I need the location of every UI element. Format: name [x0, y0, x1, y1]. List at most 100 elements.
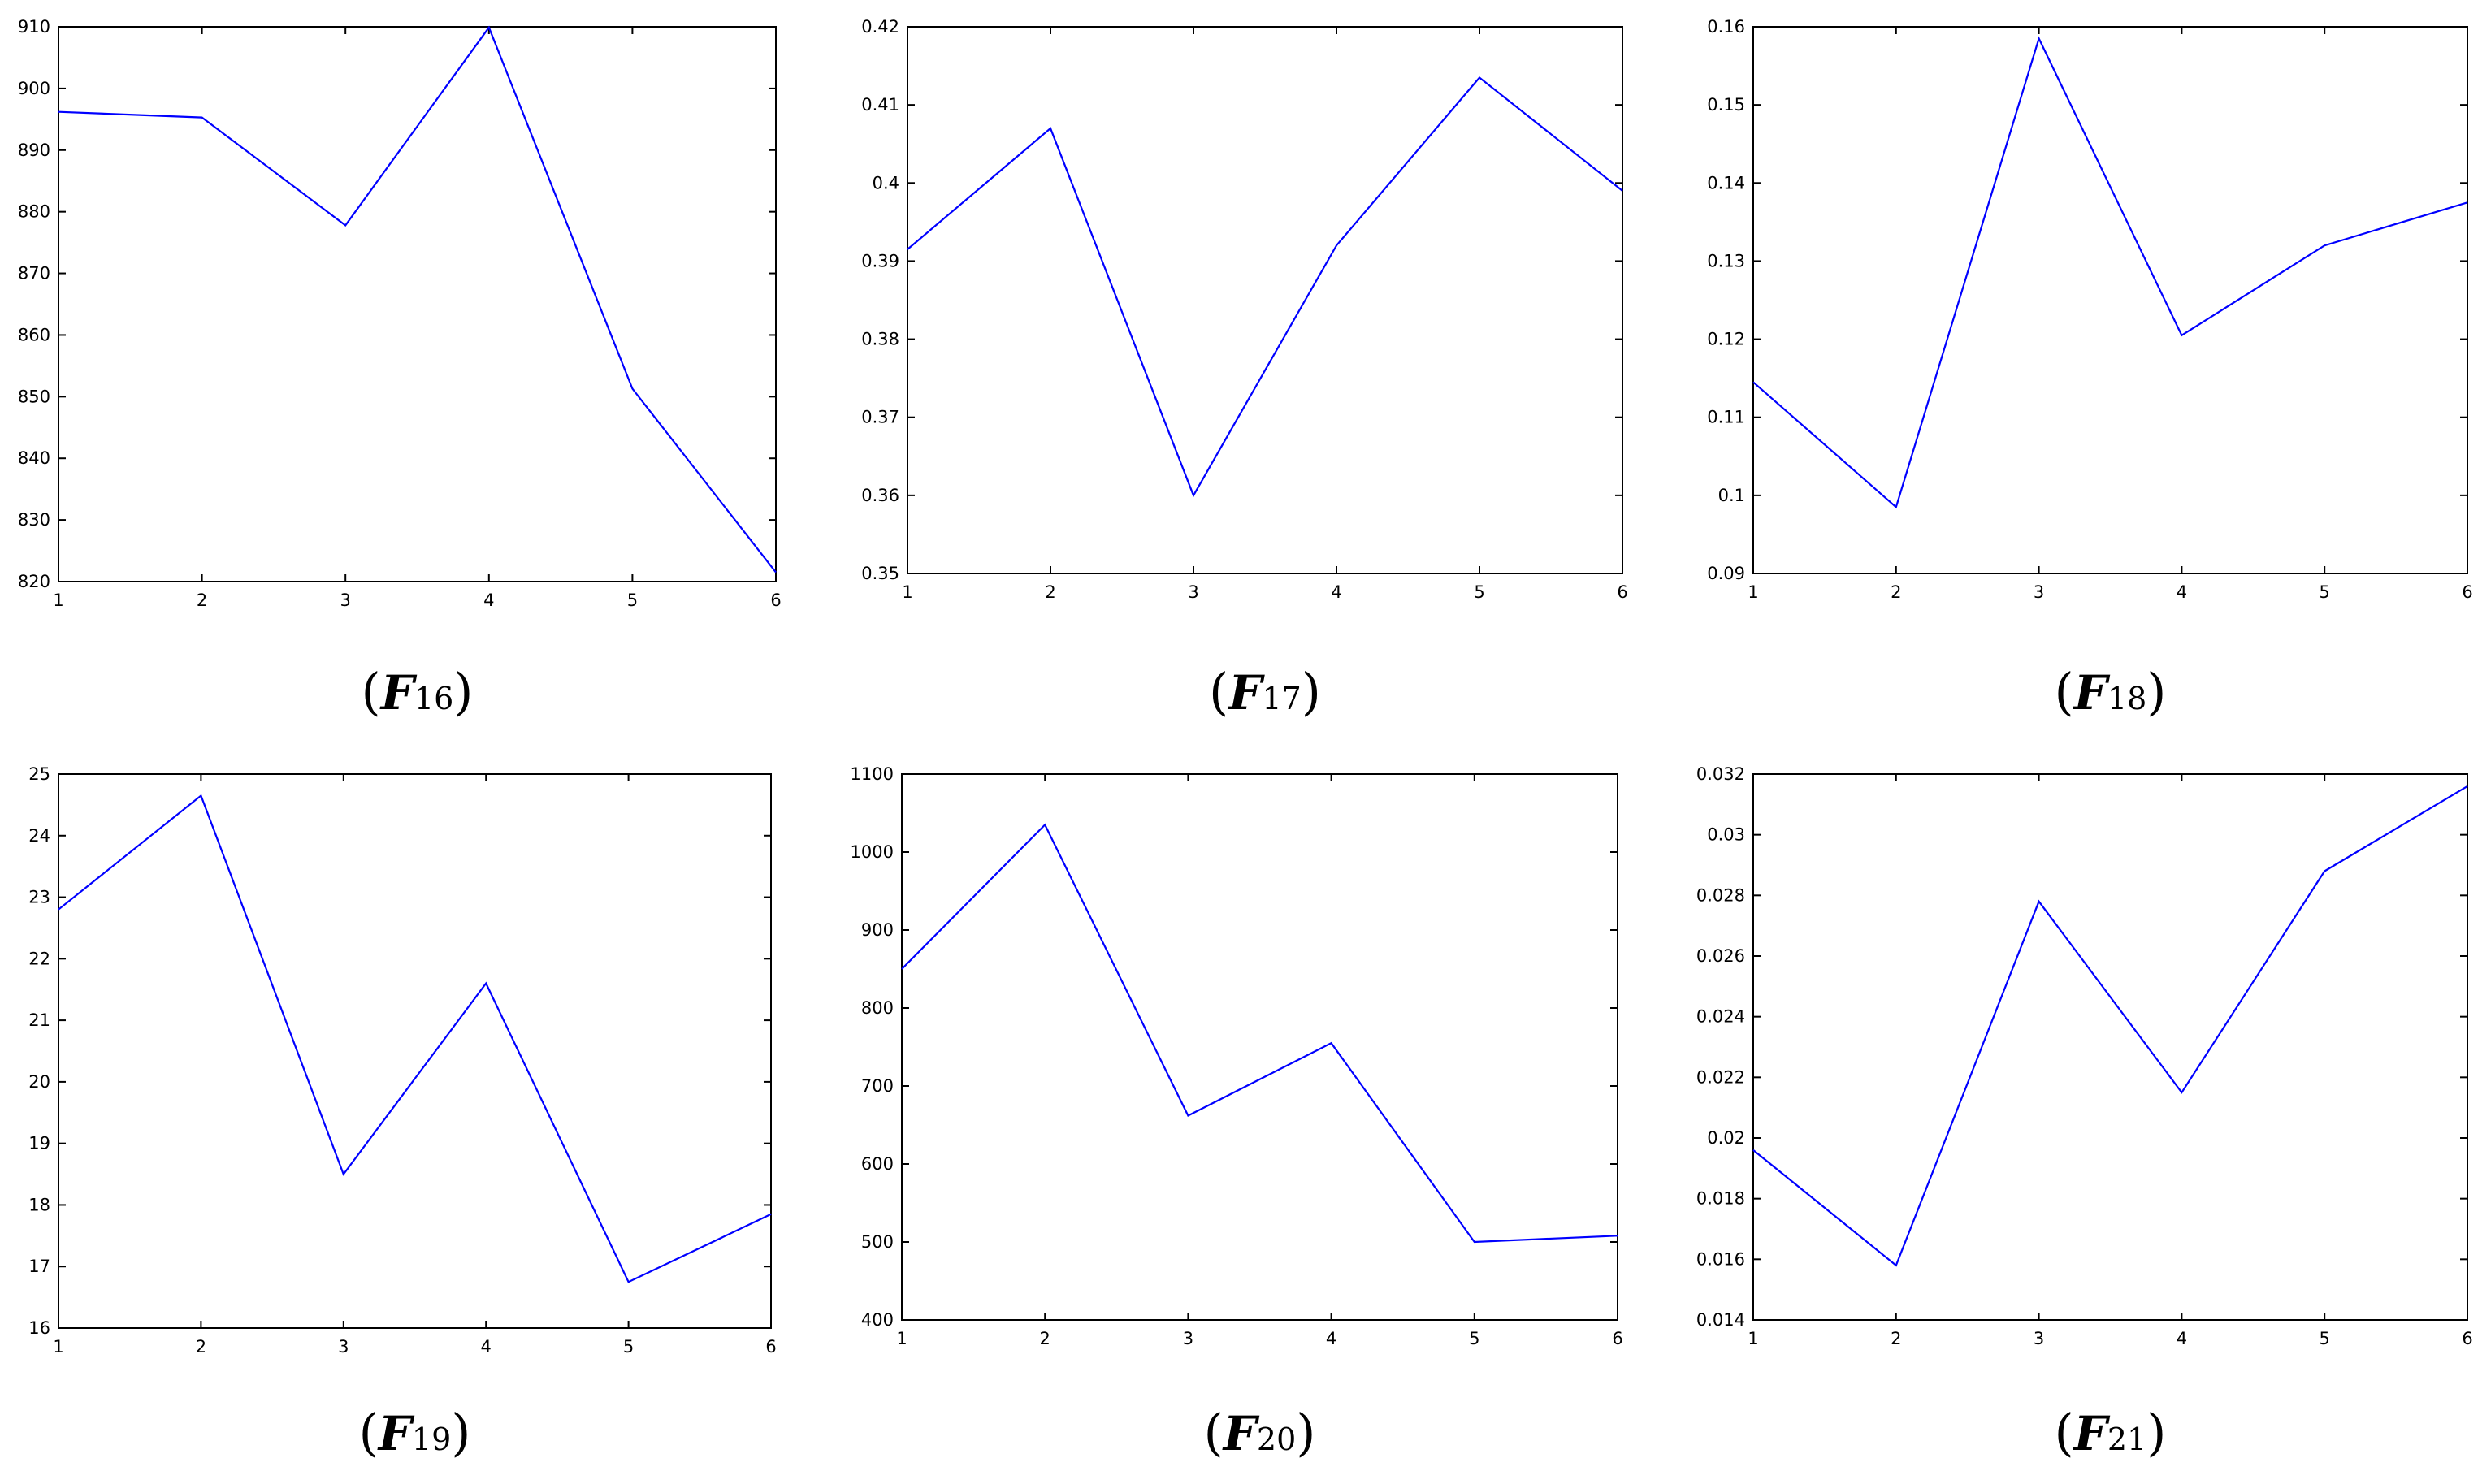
x-tick-label: 2	[1891, 582, 1901, 602]
chart-panel-6: 1 2 3 4 5 6 0.014 0.016 0.018 0.02 0.022 0.024 0.026…	[1696, 764, 2473, 1462]
plot-frame	[58, 773, 772, 1329]
y-tick-label: 0.41	[861, 95, 899, 115]
caption-letter: F	[1222, 1406, 1260, 1461]
x-tick-label: 4	[1331, 582, 1341, 602]
series-line	[1752, 36, 2468, 509]
x-tick-label: 3	[338, 1337, 349, 1356]
caption-open-paren: (	[1204, 1403, 1224, 1462]
series-line	[907, 76, 1623, 498]
x-tick-label: 4	[2177, 1329, 2187, 1348]
y-tick-label: 0.12	[1707, 330, 1745, 349]
x-tick-label: 2	[196, 1337, 206, 1356]
y-tick-label: 900	[861, 920, 894, 940]
x-tick-label: 1	[896, 1329, 907, 1348]
caption-subscript: 19	[412, 1421, 451, 1457]
x-tick-label: 4	[2177, 582, 2187, 602]
panel-caption: (F21)	[2055, 1403, 2167, 1462]
y-tick-label: 890	[18, 141, 50, 160]
y-tick-label: 1100	[851, 764, 894, 784]
y-tick-label: 880	[18, 202, 50, 222]
x-tick-label: 5	[2320, 1329, 2330, 1348]
plot-frame	[1752, 773, 2468, 1321]
y-tick-label: 830	[18, 510, 50, 530]
y-tick-label: 840	[18, 448, 50, 468]
chart-panel-3: 1 2 3 4 5 6 0.09 0.1 0.11 0.12 0.13 0.14 0.15 0.16 (F1…	[1707, 17, 2472, 721]
y-tick-label: 0.11	[1707, 408, 1745, 427]
y-tick-label: 0.38	[861, 330, 899, 349]
y-tick-label: 20	[28, 1072, 50, 1092]
y-tick-label: 0.14	[1707, 173, 1745, 193]
caption-close-paren: )	[2146, 662, 2166, 721]
caption-open-paren: (	[362, 662, 381, 721]
y-tick-label: 0.15	[1707, 95, 1745, 115]
x-tick-label: 6	[1612, 1329, 1622, 1348]
x-tick-label: 6	[765, 1337, 776, 1356]
y-tick-label: 0.02	[1707, 1128, 1745, 1148]
caption-letter: F	[377, 1406, 415, 1461]
y-tick-label: 24	[28, 826, 50, 846]
y-tick-label: 0.42	[861, 17, 899, 37]
caption-subscript: 17	[1262, 681, 1301, 716]
y-tick-label: 0.016	[1696, 1249, 1745, 1269]
y-tick-label: 820	[18, 572, 50, 591]
x-tick-label: 1	[53, 591, 63, 610]
caption-open-paren: (	[2055, 1403, 2074, 1462]
y-tick-label: 0.1	[1718, 486, 1745, 505]
y-tick-label: 0.35	[861, 564, 899, 583]
series-line	[901, 823, 1618, 1244]
y-tick-label: 0.022	[1696, 1067, 1745, 1087]
y-tick-label: 800	[861, 998, 894, 1018]
series-line	[58, 25, 777, 573]
y-tick-label: 17	[28, 1257, 50, 1276]
x-tick-label: 6	[770, 591, 781, 610]
x-tick-label: 1	[1748, 1329, 1758, 1348]
x-tick-label: 4	[1326, 1329, 1336, 1348]
caption-close-paren: )	[453, 662, 473, 721]
x-tick-label: 4	[481, 1337, 492, 1356]
y-tick-label: 18	[28, 1195, 50, 1214]
y-tick-label: 0.36	[861, 486, 899, 505]
y-tick-label: 0.13	[1707, 251, 1745, 270]
plot-frame	[901, 773, 1618, 1321]
y-tick-label: 19	[28, 1134, 50, 1153]
y-tick-label: 910	[18, 17, 50, 37]
x-tick-label: 3	[340, 591, 351, 610]
panel-caption: (F20)	[1204, 1403, 1316, 1462]
y-tick-label: 0.03	[1707, 825, 1745, 845]
caption-close-paren: )	[1296, 1403, 1315, 1462]
caption-letter: F	[379, 665, 418, 720]
x-tick-label: 3	[1183, 1329, 1193, 1348]
plot-frame	[907, 26, 1623, 574]
x-tick-label: 5	[2320, 582, 2330, 602]
y-tick-label: 16	[28, 1318, 50, 1338]
caption-open-paren: (	[2055, 662, 2074, 721]
x-tick-label: 1	[53, 1337, 63, 1356]
y-tick-label: 25	[28, 764, 50, 784]
x-tick-label: 1	[902, 582, 912, 602]
x-tick-label: 2	[1040, 1329, 1050, 1348]
y-tick-label: 850	[18, 387, 50, 406]
plot-frame	[58, 26, 777, 582]
y-tick-label: 400	[861, 1310, 894, 1330]
chart-panel-5: 1 2 3 4 5 6 400 500 600 700 800 900 1000 1100 (F20)	[851, 764, 1623, 1462]
y-tick-label: 0.014	[1696, 1310, 1745, 1330]
caption-open-paren: (	[359, 1403, 379, 1462]
panel-caption: (F16)	[362, 662, 474, 721]
caption-close-paren: )	[451, 1403, 470, 1462]
x-tick-label: 6	[2462, 582, 2472, 602]
y-tick-label: 0.09	[1707, 564, 1745, 583]
x-tick-label: 2	[1891, 1329, 1901, 1348]
y-tick-label: 0.032	[1696, 764, 1745, 784]
caption-subscript: 20	[1257, 1421, 1296, 1457]
caption-letter: F	[1227, 665, 1265, 720]
x-tick-label: 4	[483, 591, 494, 610]
caption-letter: F	[2073, 1406, 2111, 1461]
y-tick-label: 0.028	[1696, 885, 1745, 905]
x-tick-label: 2	[1045, 582, 1055, 602]
x-tick-label: 5	[1469, 1329, 1479, 1348]
x-tick-label: 3	[2034, 1329, 2044, 1348]
y-tick-label: 500	[861, 1232, 894, 1252]
series-line	[58, 794, 772, 1283]
caption-close-paren: )	[1302, 662, 1321, 721]
